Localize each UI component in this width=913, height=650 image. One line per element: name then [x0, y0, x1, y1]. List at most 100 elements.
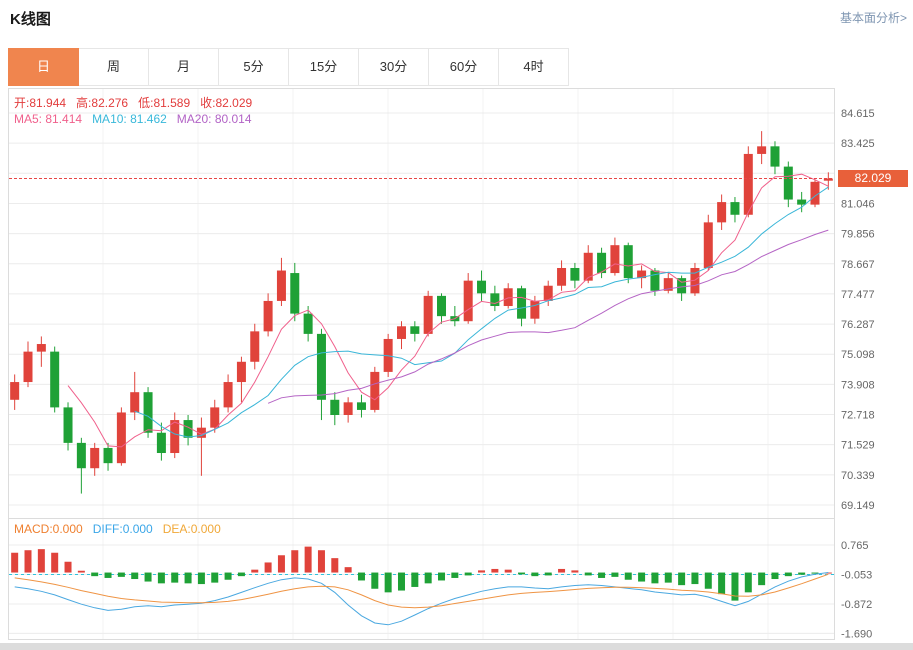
candle-body: [490, 293, 500, 307]
candle-body: [76, 442, 86, 469]
candle-body: [290, 273, 300, 314]
y-axis-label: 75.098: [841, 349, 875, 361]
candle-body: [316, 333, 326, 400]
candle-body: [503, 288, 513, 307]
ma20-line: [267, 229, 829, 404]
macd-bar: [304, 546, 312, 573]
macd-bar: [357, 572, 365, 581]
macd-bar: [224, 572, 232, 580]
candle-body: [223, 382, 233, 408]
open-label: 开:: [14, 96, 30, 110]
candle-body: [743, 153, 753, 215]
macd-bar: [664, 572, 672, 583]
macd-bar: [24, 550, 32, 573]
y-axis-label: 84.615: [841, 108, 875, 120]
candle-body: [183, 420, 193, 438]
macd-bar: [558, 568, 566, 573]
candle-body: [156, 432, 166, 454]
chart-area: 84.61583.42582.23681.04679.85678.66777.4…: [0, 88, 913, 640]
macd-bar: [11, 552, 19, 573]
dea-value: 0.000: [190, 522, 221, 536]
macd-bar: [704, 572, 712, 589]
fundamental-analysis-link[interactable]: 基本面分析>: [839, 11, 907, 25]
y-axis-label: 70.339: [841, 470, 875, 482]
candle-body: [210, 407, 220, 428]
period-tab-bar: 日 周 月 5分 15分 30分 60分 4时: [8, 48, 569, 86]
tab-5min[interactable]: 5分: [219, 48, 289, 86]
macd-bar: [91, 572, 99, 577]
macd-bar: [331, 558, 339, 573]
dea-line: [14, 573, 829, 609]
tab-30min[interactable]: 30分: [359, 48, 429, 86]
candle-body: [583, 252, 593, 281]
macd-bar: [731, 572, 739, 601]
candle-body: [703, 222, 713, 268]
candle-body: [717, 202, 727, 223]
macd-bar: [131, 572, 139, 580]
current-price-tag: 82.029: [838, 170, 908, 187]
candle-body: [130, 392, 140, 413]
macd-bar: [504, 569, 512, 573]
candle-body: [637, 270, 647, 279]
candle-body: [730, 202, 740, 215]
tab-day[interactable]: 日: [8, 48, 79, 86]
candle-body: [610, 245, 620, 274]
candle-body: [517, 288, 527, 319]
ma10-line: [134, 186, 829, 438]
high-value: 82.276: [91, 96, 129, 110]
kline-chart-canvas[interactable]: 84.61583.42582.23681.04679.85678.66777.4…: [8, 88, 905, 640]
y-axis-label: 83.425: [841, 138, 875, 150]
diff-line: [14, 572, 829, 626]
candle-body: [810, 181, 820, 205]
candle-body: [770, 146, 780, 167]
candle-body: [797, 199, 807, 205]
tab-4hour[interactable]: 4时: [499, 48, 569, 86]
candle-body: [263, 300, 273, 332]
high-label: 高:: [76, 96, 92, 110]
macd-bar: [157, 572, 165, 584]
macd-bar: [744, 572, 752, 593]
macd-bar: [104, 572, 112, 578]
candle-body: [23, 351, 33, 383]
ma5-label: MA5:: [14, 112, 43, 126]
macd-bar: [277, 555, 285, 573]
open-value: 81.944: [29, 96, 67, 110]
candle-body: [370, 371, 380, 410]
macd-bar: [51, 552, 59, 573]
macd-bar: [64, 561, 72, 573]
macd-bar: [638, 572, 646, 582]
tab-15min[interactable]: 15分: [289, 48, 359, 86]
ohlc-readout: 开:81.944 高:82.276 低:81.589 收:82.029: [14, 94, 262, 111]
candle-body: [356, 402, 366, 410]
macd-bar: [531, 572, 539, 577]
tab-week[interactable]: 周: [79, 48, 149, 86]
candle-body: [677, 278, 687, 294]
candle-body: [543, 285, 553, 301]
macd-axis-label: -0.872: [841, 599, 872, 611]
close-value: 82.029: [215, 96, 253, 110]
dea-label: DEA:: [162, 522, 191, 536]
ma10-value: 81.462: [130, 112, 167, 126]
candle-body: [10, 382, 20, 400]
candle-body: [116, 412, 126, 464]
candle-body: [396, 326, 406, 339]
macd-bar: [491, 568, 499, 573]
horizontal-scrollbar[interactable]: [0, 643, 913, 650]
macd-bar: [478, 570, 486, 573]
macd-bar: [344, 567, 352, 573]
diff-label: DIFF:: [92, 522, 123, 536]
macd-label: MACD:: [14, 522, 53, 536]
tab-60min[interactable]: 60分: [429, 48, 499, 86]
macd-bar: [291, 550, 299, 573]
macd-bar: [464, 572, 472, 576]
macd-bar: [824, 572, 832, 574]
tab-month[interactable]: 月: [149, 48, 219, 86]
candle-body: [50, 351, 60, 408]
macd-bar: [544, 572, 552, 576]
ma5-value: 81.414: [45, 112, 83, 126]
macd-bar: [37, 549, 45, 573]
candle-body: [90, 447, 100, 469]
macd-bar: [317, 550, 325, 573]
macd-bar: [397, 572, 405, 591]
ma10-label: MA10:: [92, 112, 127, 126]
